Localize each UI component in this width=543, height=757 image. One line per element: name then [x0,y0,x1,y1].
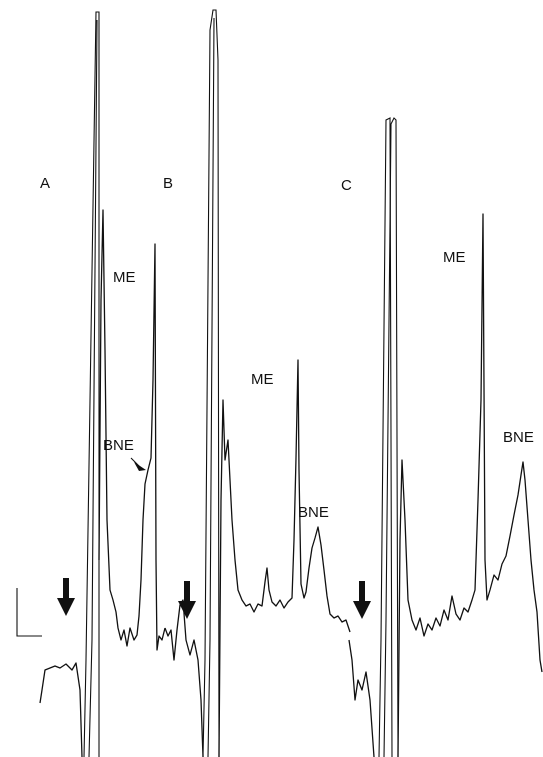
trace-b-solvent-front-inner [207,17,215,757]
trace-a-main [98,209,166,651]
trace-c-solvent-front [378,117,393,757]
trace-c-main [397,213,543,757]
panel-c-label: C [341,177,352,194]
peak-bne-label-c: BNE [503,429,534,446]
peak-bne-label-a: BNE [103,437,134,454]
peak-me-label-b: ME [251,371,274,388]
panel-c: C ME BNE [341,117,543,757]
panel-a: A ME BNE [39,11,166,757]
peak-me-label-a: ME [113,269,136,286]
scale-bar [16,588,42,637]
injection-arrow-b [178,581,196,619]
injection-arrow-c [353,581,371,619]
panel-b: B ME BNE [163,9,351,757]
trace-a-solvent-front-inner [88,19,98,757]
injection-arrow-a [57,578,75,616]
trace-b-pre [164,599,204,757]
trace-b-main [218,359,351,757]
trace-c-pre [348,639,375,757]
trace-a-baseline [39,662,83,757]
panel-a-label: A [40,175,50,192]
peak-me-label-c: ME [443,249,466,266]
trace-c-solvent-front-inner [383,117,399,757]
peak-bne-label-b: BNE [298,504,329,521]
bne-pointer-line-a [130,457,143,470]
trace-a-solvent-front [83,11,100,757]
panel-b-label: B [163,175,173,192]
trace-b-solvent-front [202,9,220,757]
